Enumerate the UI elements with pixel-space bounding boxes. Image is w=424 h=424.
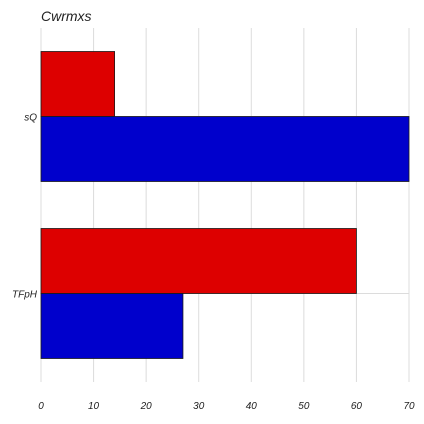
x-tick-label: 10 <box>88 401 100 412</box>
bar-TFpH-series-2 <box>40 293 184 359</box>
x-tick-labels: 0 10 20 30 40 50 60 70 <box>38 401 415 412</box>
y-tick-label: TFpH <box>12 290 38 301</box>
chart-title: Cwrmxs <box>41 8 92 24</box>
bars <box>40 51 410 359</box>
x-tick-label: 20 <box>140 401 153 412</box>
bar-sQ-series-2 <box>40 116 410 182</box>
x-tick-label: 0 <box>38 401 44 412</box>
x-tick-label: 70 <box>403 401 415 412</box>
bar-sQ-series-1 <box>40 51 115 117</box>
y-tick-labels: sQ TFpH <box>12 113 38 301</box>
x-tick-label: 30 <box>193 401 205 412</box>
x-tick-label: 40 <box>246 401 258 412</box>
x-tick-label: 50 <box>298 401 310 412</box>
y-tick-label: sQ <box>24 113 37 124</box>
bar-TFpH-series-1 <box>40 228 357 294</box>
x-tick-label: 60 <box>351 401 363 412</box>
